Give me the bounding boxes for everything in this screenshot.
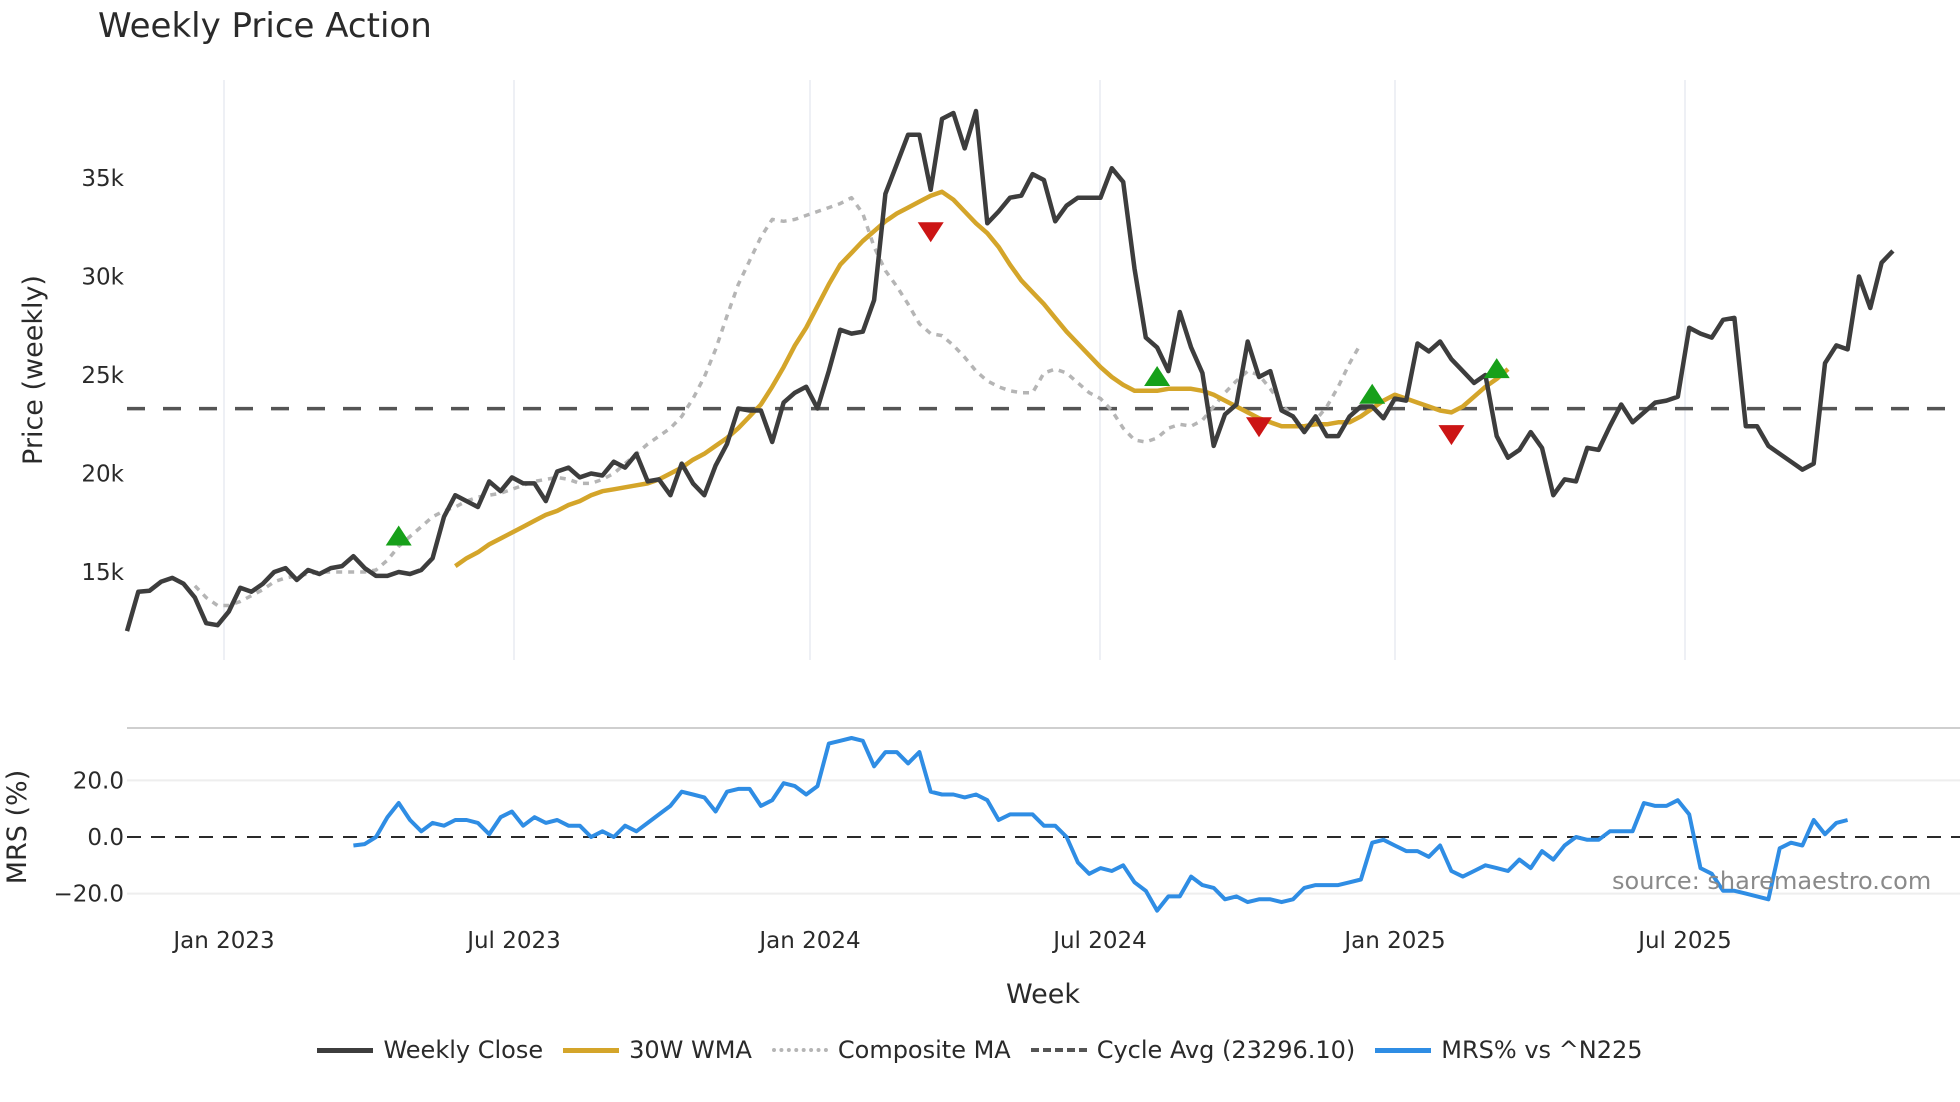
y-tick-label: 0.0 — [87, 825, 124, 851]
weekly-close-line — [124, 108, 1895, 632]
buy-signal-marker — [385, 525, 412, 546]
y-tick-label: 25k — [81, 363, 124, 389]
legend: Weekly Close 30W WMA Composite MA Cycle … — [0, 1036, 1960, 1064]
x-tick-label: Jan 2025 — [1342, 928, 1445, 954]
legend-swatch-mrs — [1375, 1047, 1432, 1053]
y-tick-label: −20.0 — [54, 882, 124, 908]
mrs-axis-title: MRS (%) — [2, 770, 33, 885]
x-axis-title: Week — [1006, 979, 1080, 1010]
legend-item-wma[interactable]: 30W WMA — [563, 1036, 752, 1064]
x-tick-label: Jul 2025 — [1636, 928, 1732, 954]
chart-title: Weekly Price Action — [98, 6, 432, 46]
buy-signal-marker — [1359, 383, 1386, 404]
legend-label: Weekly Close — [383, 1036, 544, 1064]
legend-swatch-close — [317, 1047, 374, 1053]
legend-item-cycle-avg[interactable]: Cycle Avg (23296.10) — [1030, 1036, 1356, 1064]
legend-label: Cycle Avg (23296.10) — [1096, 1036, 1356, 1064]
x-tick-label: Jul 2023 — [465, 928, 561, 954]
legend-label: Composite MA — [837, 1036, 1011, 1064]
y-tick-label: 15k — [81, 560, 124, 586]
x-tick-label: Jul 2024 — [1051, 928, 1147, 954]
x-tick-label: Jan 2023 — [171, 928, 274, 954]
y-tick-label: 20k — [81, 462, 124, 488]
source-label: source: sharemaestro.com — [1612, 867, 1932, 895]
wma-line — [454, 189, 1510, 568]
legend-label: MRS% vs ^N225 — [1441, 1036, 1643, 1064]
legend-label: 30W WMA — [629, 1036, 752, 1064]
mrs-line — [353, 736, 1849, 913]
legend-swatch-cycle — [1030, 1048, 1087, 1052]
y-axis-title: Price (weekly) — [18, 275, 49, 465]
y-tick-label: 35k — [81, 166, 124, 192]
legend-item-composite[interactable]: Composite MA — [771, 1036, 1011, 1064]
composite-ma-line — [193, 195, 1363, 608]
legend-swatch-wma — [563, 1047, 620, 1053]
y-tick-label: 30k — [81, 265, 124, 291]
sell-signal-marker — [917, 222, 944, 243]
x-tick-label: Jan 2024 — [757, 928, 860, 954]
buy-signal-marker — [1483, 358, 1510, 379]
buy-signal-marker — [1144, 365, 1171, 386]
sell-signal-marker — [1246, 417, 1272, 438]
legend-item-mrs[interactable]: MRS% vs ^N225 — [1375, 1036, 1643, 1064]
legend-item-weekly-close[interactable]: Weekly Close — [317, 1036, 543, 1064]
legend-swatch-composite — [771, 1048, 828, 1052]
y-tick-label: 20.0 — [73, 768, 124, 794]
sell-signal-marker — [1438, 425, 1465, 446]
